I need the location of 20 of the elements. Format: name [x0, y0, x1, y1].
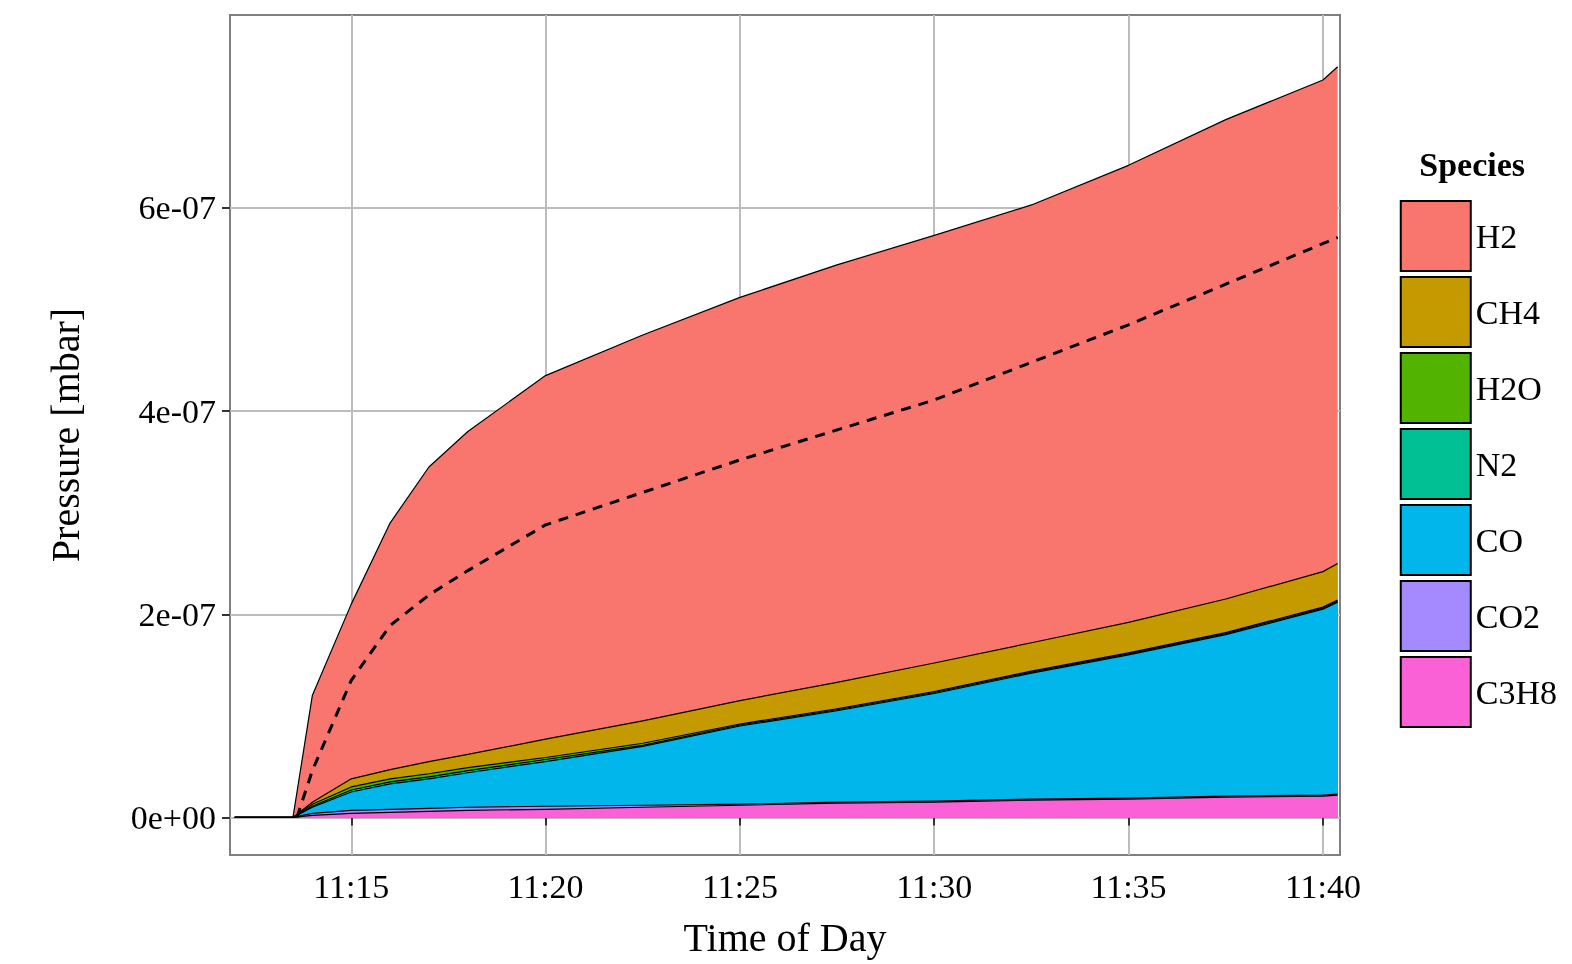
legend-label: H2 [1475, 217, 1518, 255]
y-tick-label: 0e+00 [130, 798, 216, 836]
y-tick-label: 6e-07 [138, 189, 216, 227]
x-axis-title: Time of Day [683, 914, 887, 960]
x-tick-label: 11:15 [313, 867, 390, 905]
x-tick-label: 11:30 [896, 867, 973, 905]
legend-label: C3H8 [1475, 673, 1557, 711]
legend-label: H2O [1475, 369, 1542, 407]
y-tick-label: 2e-07 [138, 595, 216, 633]
y-tick-label: 4e-07 [138, 392, 216, 430]
legend-label: CH4 [1475, 293, 1540, 331]
legend-label: N2 [1475, 445, 1518, 483]
legend-title: Species [1419, 145, 1526, 183]
x-tick-label: 11:25 [701, 867, 779, 905]
legend-label: CO2 [1475, 597, 1540, 635]
y-axis-title: Pressure [mbar] [42, 307, 88, 563]
legend-label: CO [1475, 521, 1523, 559]
x-tick-label: 11:20 [507, 867, 584, 905]
x-tick-label: 11:35 [1090, 867, 1167, 905]
x-tick-label: 11:40 [1284, 867, 1362, 905]
